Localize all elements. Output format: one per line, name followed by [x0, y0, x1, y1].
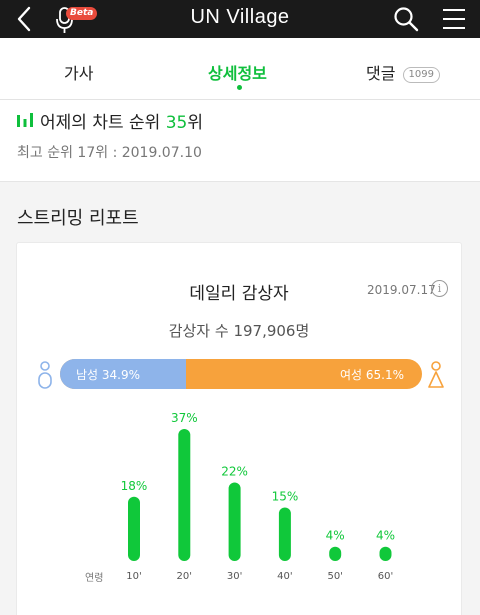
- age-bar-value-2: 22%: [221, 465, 248, 479]
- tab-comments[interactable]: 댓글 1099: [366, 60, 440, 84]
- female-ratio-label: 여성 65.1%: [339, 368, 404, 382]
- info-icon[interactable]: i: [431, 280, 448, 297]
- tab-bar: 가사 상세정보 댓글 1099: [0, 38, 480, 100]
- top-bar: Beta UN Village: [0, 0, 480, 38]
- male-icon: [38, 361, 52, 389]
- menu-icon[interactable]: [440, 5, 468, 33]
- listener-count: 감상자 수 197,906명: [168, 322, 310, 340]
- tab-lyrics[interactable]: 가사: [64, 64, 94, 83]
- yesterday-rank: 어제의 차트 순위 35위: [40, 108, 203, 133]
- best-rank: 최고 순위 17위 : 2019.07.10: [17, 145, 202, 161]
- rank-suffix: 위: [187, 113, 203, 133]
- rank-prefix: 어제의 차트 순위: [40, 113, 166, 133]
- age-bar-5: [379, 546, 392, 561]
- age-tick-label-2: 30': [227, 571, 242, 582]
- daily-listeners-card: 데일리 감상자 2019.07.17 i 감상자 수 197,906명 남성 3…: [16, 242, 462, 615]
- age-tick-label-4: 50': [327, 571, 342, 582]
- active-tab-indicator: [237, 85, 242, 90]
- chart-rank-section: 어제의 차트 순위 35위 최고 순위 17위 : 2019.07.10: [0, 100, 480, 182]
- age-axis-label: 연령: [85, 573, 104, 584]
- age-bar-value-3: 15%: [272, 489, 299, 503]
- female-icon: [428, 361, 444, 388]
- age-bar-3: [278, 507, 291, 561]
- back-arrow-icon[interactable]: [10, 4, 40, 34]
- age-bar-0: [128, 496, 140, 561]
- age-bar-2: [228, 482, 241, 561]
- age-bar-value-0: 18%: [121, 479, 148, 493]
- card-title: 데일리 감상자: [189, 284, 289, 304]
- comment-count-badge: 1099: [402, 67, 440, 83]
- rank-value: 35: [165, 113, 188, 133]
- age-distribution-chart: 18% 10' 37% 20' 22% 30' 15% 40' 4% 50' 4% 60': [121, 411, 395, 582]
- age-bar-value-4: 4%: [326, 529, 345, 543]
- age-bar-value-1: 37%: [171, 411, 198, 425]
- age-tick-label-0: 10': [126, 571, 141, 582]
- male-ratio-fill: [60, 359, 187, 389]
- age-bar-4: [329, 546, 342, 561]
- age-tick-label-3: 40': [277, 571, 292, 582]
- male-ratio-label: 남성 34.9%: [76, 368, 141, 382]
- age-tick-label-5: 60': [378, 571, 393, 582]
- gender-ratio-bar: 남성 34.9% 여성 65.1%: [60, 359, 422, 389]
- age-bar-1: [178, 429, 191, 561]
- tab-comments-label: 댓글: [366, 64, 396, 83]
- chart-bars-icon: [17, 113, 33, 127]
- streaming-report-title: 스트리밍 리포트: [17, 208, 139, 229]
- age-bar-value-5: 4%: [376, 529, 395, 543]
- age-tick-label-1: 20': [177, 571, 192, 582]
- card-date: 2019.07.17: [367, 283, 436, 297]
- search-icon[interactable]: [392, 5, 420, 33]
- tab-details[interactable]: 상세정보: [208, 64, 267, 83]
- beta-badge: Beta: [66, 7, 98, 20]
